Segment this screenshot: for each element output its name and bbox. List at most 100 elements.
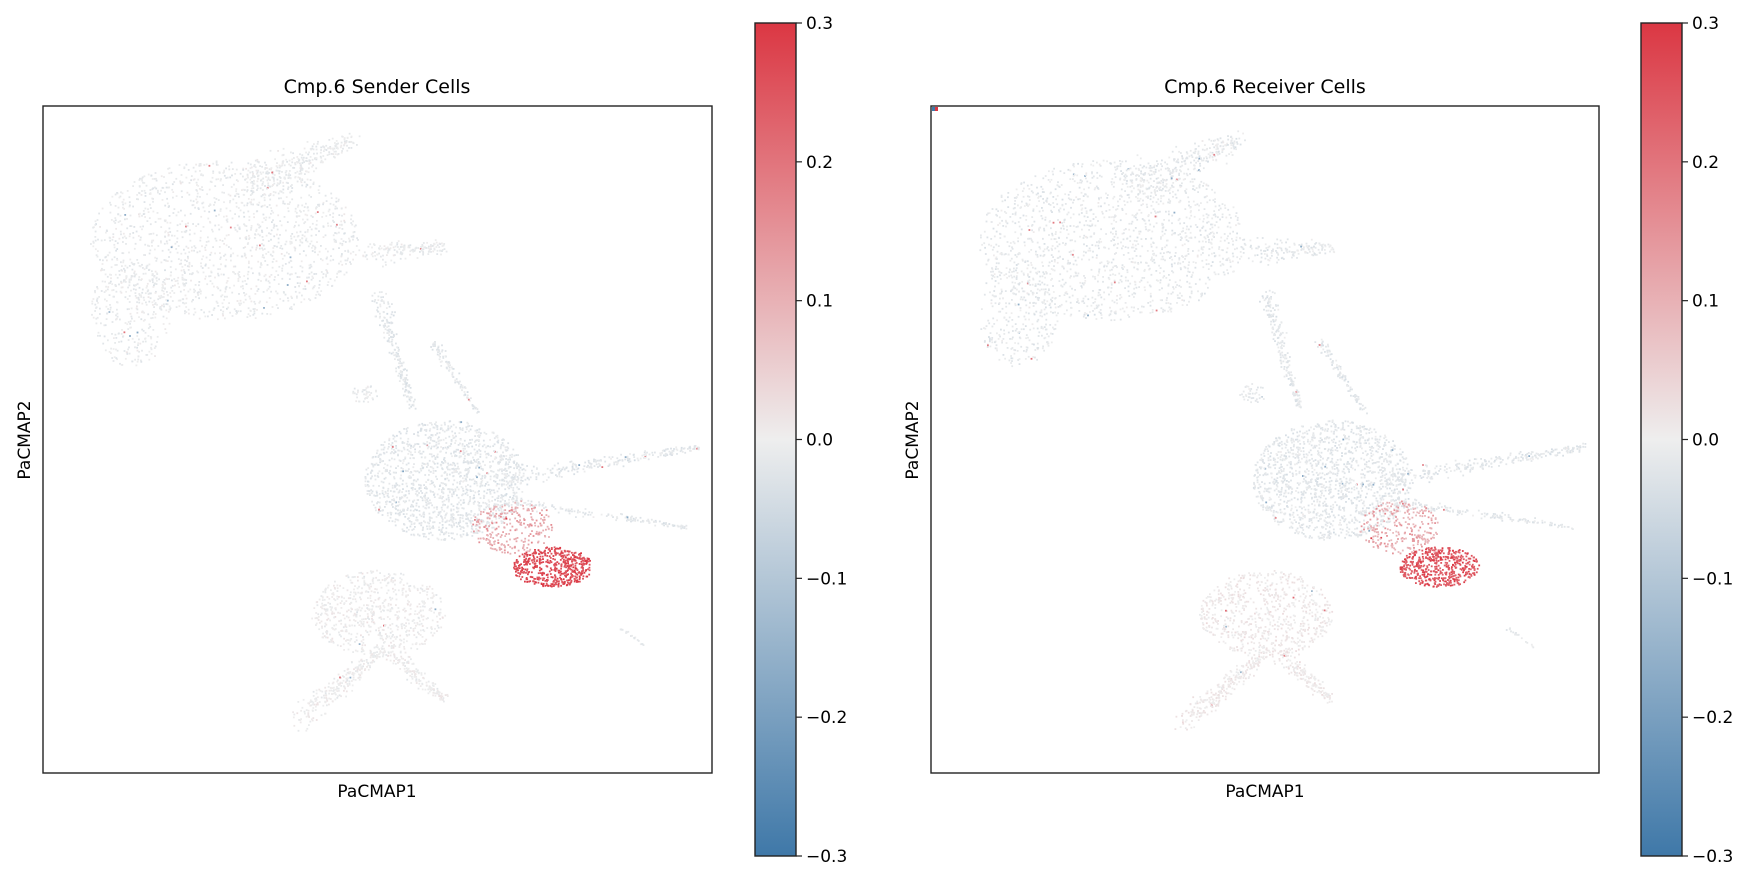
- scatter-point: [622, 465, 625, 468]
- scatter-point: [372, 398, 374, 401]
- scatter-point: [485, 506, 488, 509]
- scatter-point: [333, 238, 336, 241]
- scatter-point: [163, 259, 166, 261]
- scatter-point: [576, 471, 579, 473]
- scatter-point: [135, 296, 138, 299]
- scatter-point: [431, 504, 433, 507]
- scatter-point: [516, 476, 519, 478]
- scatter-point: [92, 226, 94, 229]
- scatter-point: [408, 443, 411, 446]
- scatter-point: [491, 500, 493, 502]
- scatter-point: [407, 490, 410, 492]
- scatter-point: [164, 231, 166, 234]
- scatter-point: [212, 170, 215, 173]
- scatter-point: [575, 465, 578, 468]
- scatter-point: [479, 453, 482, 456]
- scatter-point: [192, 299, 194, 301]
- scatter-point: [207, 267, 210, 269]
- scatter-point: [388, 328, 391, 331]
- scatter-point: [298, 159, 300, 162]
- scatter-point: [256, 290, 259, 292]
- scatter-point: [94, 220, 97, 223]
- scatter-point: [391, 311, 394, 313]
- scatter-point: [152, 313, 155, 316]
- scatter-point: [98, 212, 100, 215]
- scatter-point: [465, 485, 467, 488]
- scatter-point: [343, 213, 346, 216]
- scatter-point: [650, 518, 653, 521]
- scatter-point: [300, 196, 303, 199]
- scatter-point: [459, 482, 461, 485]
- scatter-point: [193, 307, 196, 310]
- scatter-point: [457, 507, 460, 510]
- scatter-point: [118, 283, 120, 286]
- scatter-point: [224, 288, 227, 291]
- scatter-point: [265, 278, 268, 281]
- scatter-point: [193, 249, 195, 252]
- scatter-point: [306, 160, 308, 162]
- scatter-point: [140, 360, 143, 363]
- scatter-point: [214, 185, 217, 187]
- scatter-point: [255, 228, 258, 231]
- scatter-point: [311, 275, 314, 278]
- scatter-point: [311, 145, 314, 148]
- scatter-point: [580, 571, 583, 573]
- scatter-point: [207, 236, 209, 239]
- scatter-point: [451, 373, 454, 376]
- scatter-point: [322, 225, 325, 228]
- scatter-point: [664, 455, 667, 457]
- scatter-point: [282, 188, 285, 191]
- scatter-point: [161, 286, 164, 289]
- scatter-point: [451, 430, 454, 433]
- scatter-point: [564, 570, 567, 573]
- scatter-point: [180, 190, 183, 193]
- scatter-point: [406, 448, 409, 451]
- scatter-point: [163, 242, 166, 245]
- scatter-point: [414, 526, 416, 528]
- scatter-point: [262, 239, 265, 241]
- scatter-point: [184, 259, 186, 262]
- scatter-point: [428, 250, 430, 253]
- scatter-point: [259, 266, 262, 269]
- scatter-point: [402, 387, 404, 390]
- scatter-point: [154, 270, 157, 273]
- scatter-point: [526, 555, 529, 557]
- scatter-point: [265, 234, 268, 237]
- scatter-point: [478, 443, 481, 446]
- scatter-point: [157, 298, 160, 301]
- scatter-point: [143, 189, 146, 192]
- scatter-point: [255, 169, 258, 172]
- scatter-point: [688, 446, 691, 449]
- scatter-point: [471, 525, 473, 528]
- scatter-point: [451, 515, 453, 518]
- scatter-point: [478, 473, 481, 476]
- scatter-point: [568, 510, 571, 513]
- scatter-point: [496, 436, 499, 439]
- scatter-point: [437, 538, 440, 541]
- scatter-point: [246, 181, 249, 184]
- scatter-point: [352, 141, 354, 144]
- scatter-point: [338, 231, 340, 234]
- scatter-point: [463, 391, 466, 393]
- scatter-point: [383, 326, 386, 328]
- scatter-point: [371, 475, 373, 478]
- scatter-point: [198, 284, 200, 287]
- scatter-point: [441, 520, 444, 523]
- scatter-point: [454, 471, 456, 473]
- scatter-point: [340, 141, 343, 144]
- scatter-point: [552, 555, 555, 557]
- scatter-point: [681, 526, 684, 529]
- scatter-point: [214, 224, 217, 227]
- scatter-point: [415, 502, 418, 505]
- scatter-point: [267, 182, 270, 185]
- scatter-point: [569, 576, 572, 579]
- scatter-point: [257, 177, 259, 180]
- scatter-point: [580, 566, 583, 569]
- scatter-point: [214, 252, 216, 255]
- scatter-point: [516, 467, 518, 470]
- scatter-point: [262, 244, 265, 247]
- scatter-point: [225, 281, 228, 284]
- scatter-point: [146, 220, 149, 222]
- scatter-point: [279, 177, 282, 179]
- scatter-point: [310, 234, 313, 237]
